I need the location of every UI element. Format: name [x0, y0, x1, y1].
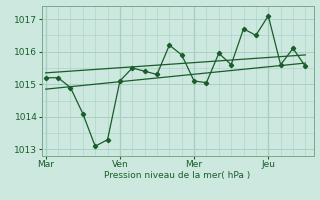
X-axis label: Pression niveau de la mer( hPa ): Pression niveau de la mer( hPa ) [104, 171, 251, 180]
